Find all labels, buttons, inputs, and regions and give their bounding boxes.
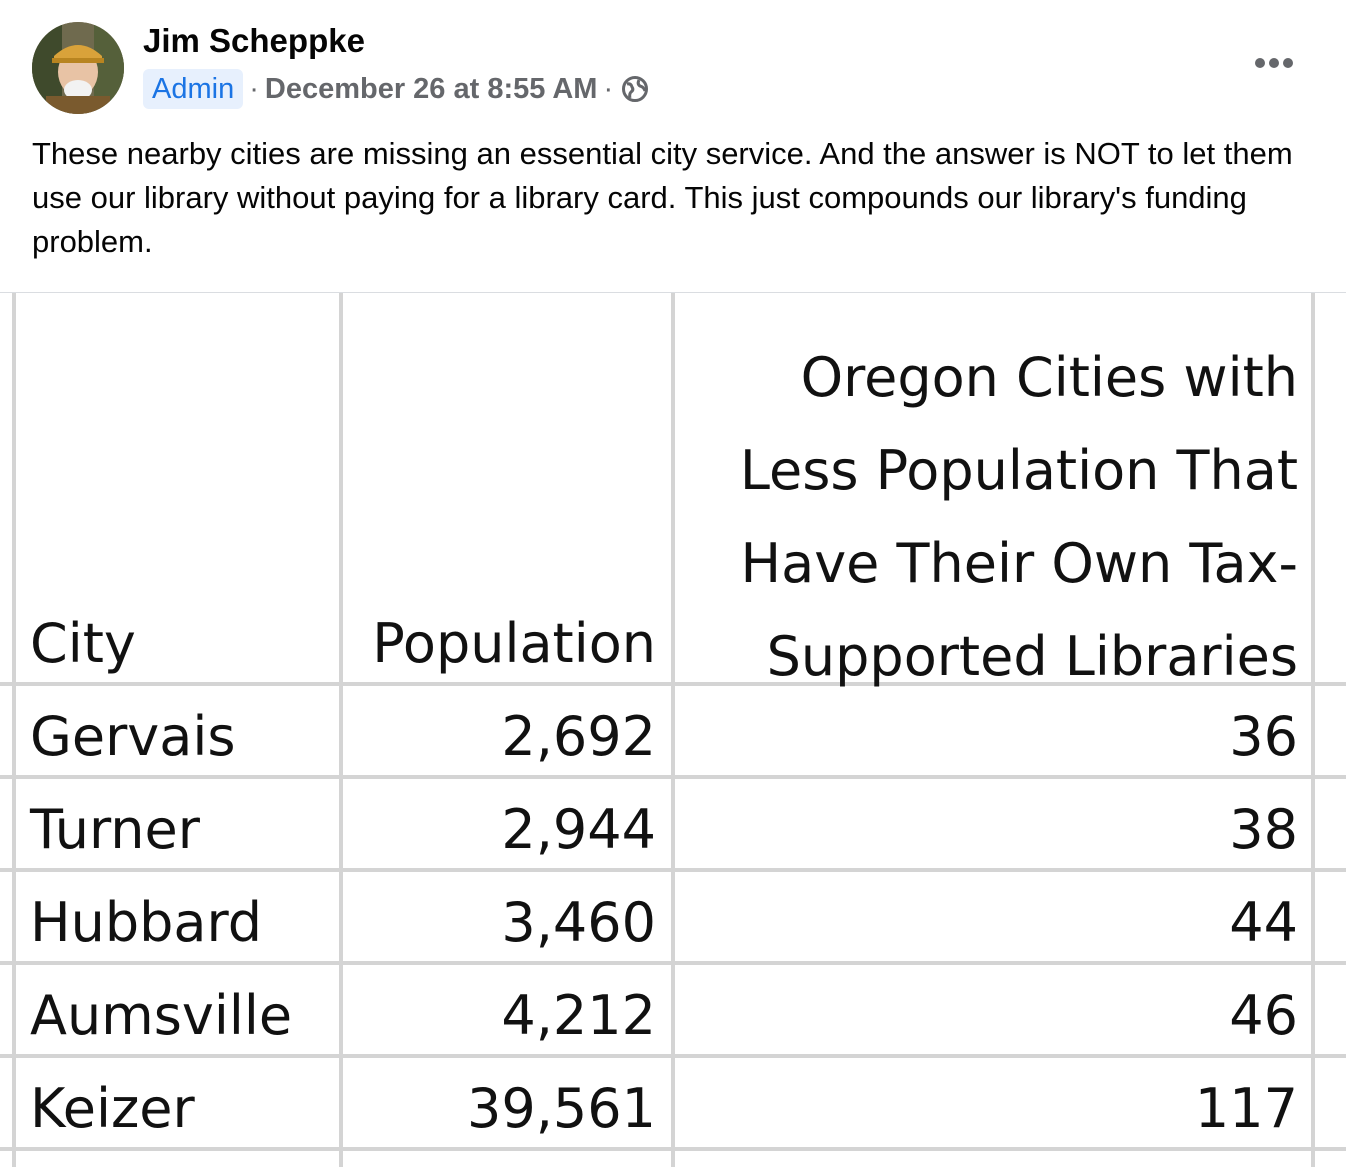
post-timestamp[interactable]: December 26 at 8:55 AM xyxy=(264,72,598,105)
cell-libraries: 44 xyxy=(1229,891,1298,954)
post-text: These nearby cities are missing an essen… xyxy=(32,136,1293,259)
author-name[interactable]: Jim Scheppke xyxy=(143,22,365,59)
globe-icon[interactable] xyxy=(621,75,649,103)
cell-libraries: 38 xyxy=(1229,798,1298,861)
cell-libraries: 36 xyxy=(1229,705,1298,768)
cell-population: 2,692 xyxy=(501,705,656,768)
cell-city: Keizer xyxy=(30,1077,195,1140)
post-meta: Admin · December 26 at 8:55 AM · xyxy=(143,68,649,110)
header-libraries-line: Supported Libraries xyxy=(766,625,1298,688)
header-libraries: Oregon Cities with Less Population That … xyxy=(678,331,1298,703)
header-libraries-line: Have Their Own Tax- xyxy=(740,532,1298,595)
grid-line xyxy=(0,775,1346,779)
cell-population: 3,460 xyxy=(501,891,656,954)
header-population: Population xyxy=(372,612,656,675)
cell-city: Hubbard xyxy=(30,891,263,954)
more-options-button[interactable] xyxy=(1250,44,1298,82)
cell-city: Turner xyxy=(30,798,200,861)
cell-population: 39,561 xyxy=(467,1077,656,1140)
cell-city: Aumsville xyxy=(30,984,293,1047)
post-image[interactable]: City Population Oregon Cities with Less … xyxy=(0,292,1346,1167)
grid-line xyxy=(0,868,1346,872)
cell-libraries: 117 xyxy=(1194,1077,1298,1140)
avatar[interactable] xyxy=(32,22,124,114)
more-options-icon xyxy=(1255,58,1293,68)
cell-population: 4,212 xyxy=(501,984,656,1047)
post-header: Jim Scheppke Admin · December 26 at 8:55… xyxy=(0,0,1346,124)
avatar-photo xyxy=(32,22,124,114)
meta-separator: · xyxy=(603,72,614,105)
header-libraries-line: Less Population That xyxy=(739,439,1298,502)
header-city: City xyxy=(30,612,136,675)
spreadsheet-table: City Population Oregon Cities with Less … xyxy=(0,293,1346,1167)
grid-line xyxy=(12,293,16,1167)
cell-city: Gervais xyxy=(30,705,236,768)
grid-line xyxy=(0,1054,1346,1058)
cell-libraries: 46 xyxy=(1229,984,1298,1047)
grid-line xyxy=(0,682,1346,686)
grid-line xyxy=(0,961,1346,965)
cell-population: 2,944 xyxy=(501,798,656,861)
header-libraries-line: Oregon Cities with xyxy=(800,346,1298,409)
grid-line xyxy=(671,293,675,1167)
grid-line xyxy=(1311,293,1315,1167)
grid-line xyxy=(0,1147,1346,1151)
grid-line xyxy=(339,293,343,1167)
admin-badge[interactable]: Admin xyxy=(143,69,244,109)
meta-separator: · xyxy=(249,72,259,105)
